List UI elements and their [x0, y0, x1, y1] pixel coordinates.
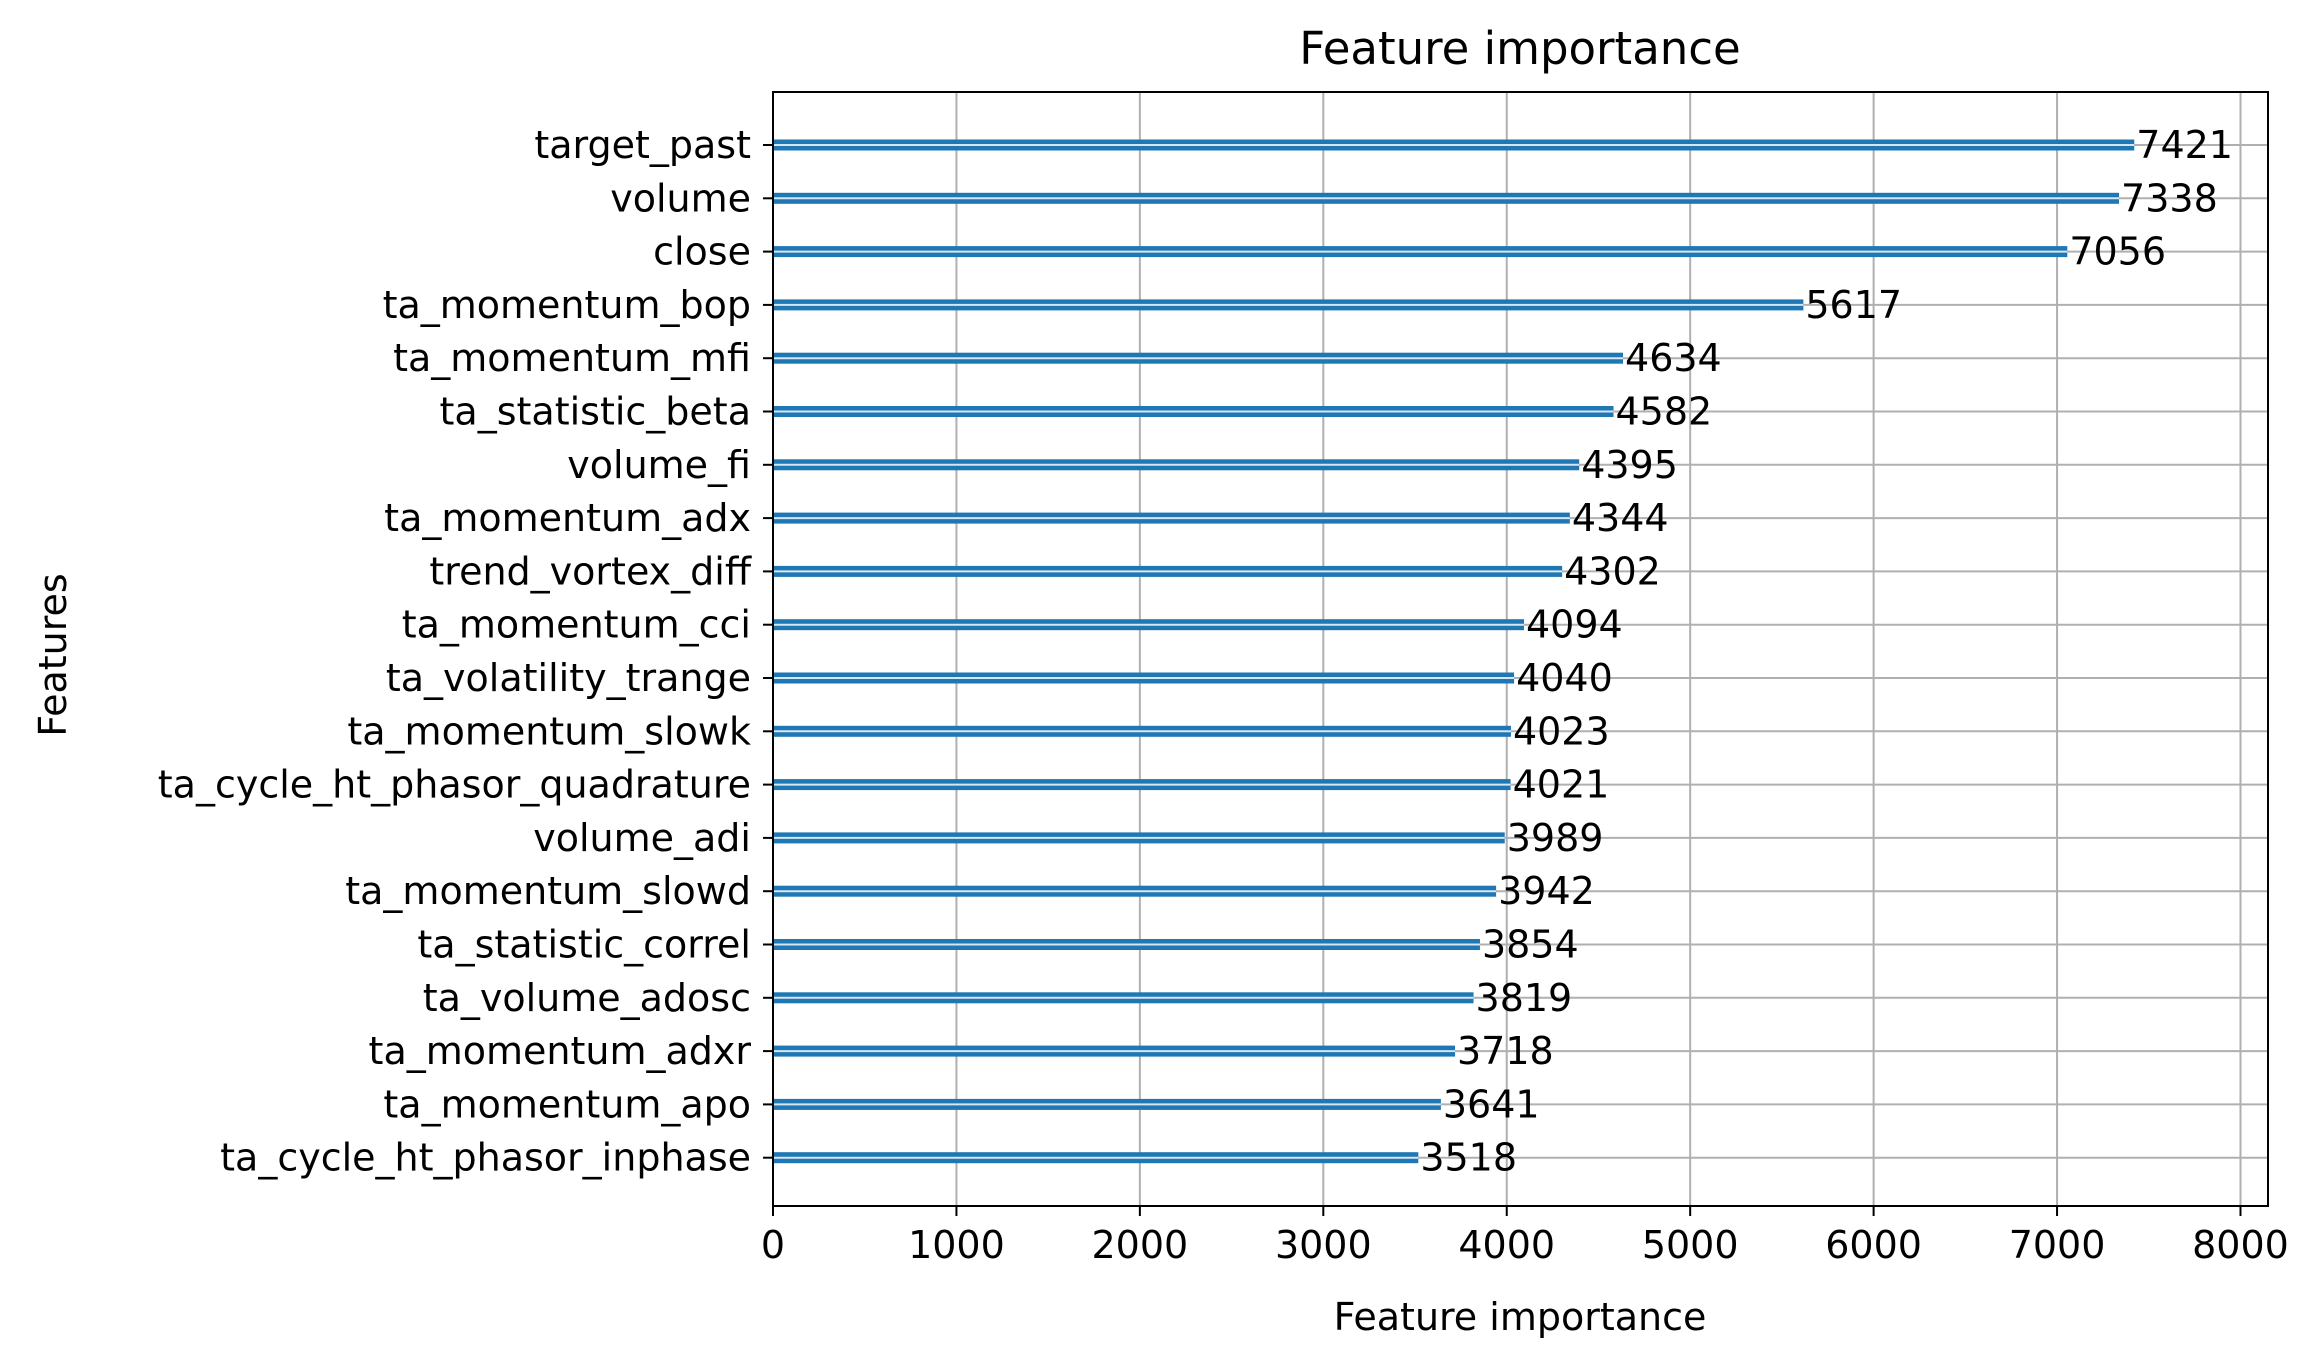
category-label: ta_momentum_mfi [393, 336, 751, 380]
x-axis-title: Feature importance [1334, 1295, 1707, 1339]
category-label: ta_statistic_beta [440, 390, 751, 434]
data-label: 4344 [1572, 496, 1669, 540]
chart-title: Feature importance [1299, 22, 1740, 75]
category-label: target_past [534, 123, 751, 167]
data-label: 4040 [1516, 656, 1613, 700]
x-tick-label: 5000 [1642, 1223, 1739, 1267]
x-tick-label: 1000 [908, 1223, 1005, 1267]
data-label: 4395 [1581, 443, 1678, 487]
data-label: 4302 [1564, 549, 1661, 593]
category-label: ta_momentum_adxr [369, 1029, 752, 1073]
data-label: 3989 [1507, 816, 1604, 860]
data-label: 4582 [1616, 390, 1713, 434]
data-label: 3518 [1420, 1136, 1517, 1180]
data-label: 4021 [1513, 763, 1610, 807]
data-label: 3942 [1498, 869, 1595, 913]
bars [773, 139, 2135, 1164]
data-label: 7421 [2136, 123, 2233, 167]
data-label: 7338 [2121, 176, 2218, 220]
category-label: volume_adi [533, 816, 751, 860]
category-label: ta_cycle_ht_phasor_quadrature [158, 763, 751, 807]
x-tick-label: 2000 [1092, 1223, 1189, 1267]
x-tick-label: 4000 [1458, 1223, 1555, 1267]
category-label: ta_statistic_correl [417, 923, 751, 967]
x-tick-label: 6000 [1825, 1223, 1922, 1267]
x-ticks: 0 1000 2000 3000 4000 5000 6000 7000 8000 [761, 1206, 2289, 1267]
data-label: 7056 [2069, 230, 2166, 274]
category-label: ta_momentum_adx [384, 496, 751, 540]
x-tick-label: 3000 [1275, 1223, 1372, 1267]
category-label: ta_momentum_cci [402, 603, 751, 647]
x-tick-label: 8000 [2192, 1223, 2289, 1267]
category-label: ta_volume_adosc [423, 976, 751, 1020]
data-label: 3819 [1476, 976, 1573, 1020]
category-label: ta_momentum_slowk [347, 709, 751, 753]
data-label: 3854 [1482, 923, 1579, 967]
category-label: close [653, 230, 751, 274]
x-tick-label: 7000 [2009, 1223, 2106, 1267]
data-label: 4634 [1625, 336, 1722, 380]
category-label: ta_momentum_apo [383, 1082, 751, 1126]
category-label: ta_volatility_trange [386, 656, 751, 700]
category-label: ta_momentum_slowd [345, 869, 751, 913]
category-label: ta_cycle_ht_phasor_inphase [220, 1136, 751, 1180]
category-label: volume_fi [567, 443, 751, 487]
data-label: 4023 [1513, 709, 1610, 753]
category-label: ta_momentum_bop [383, 283, 751, 327]
data-label: 3718 [1457, 1029, 1554, 1073]
data-label: 5617 [1805, 283, 1902, 327]
data-label: 4094 [1526, 603, 1623, 647]
data-label: 3641 [1443, 1082, 1540, 1126]
data-labels: 7421 7338 7056 5617 4634 4582 4395 4344 4302 4094… [1420, 123, 2233, 1180]
category-label: volume [610, 176, 751, 220]
category-label: trend_vortex_diff [429, 549, 751, 593]
x-tick-label: 0 [761, 1223, 785, 1267]
plot-frame [772, 91, 2269, 1207]
y-axis-title: Features [31, 573, 75, 736]
